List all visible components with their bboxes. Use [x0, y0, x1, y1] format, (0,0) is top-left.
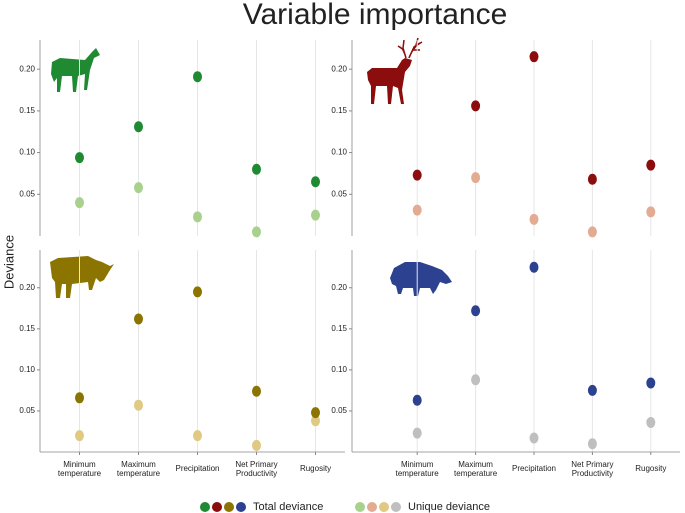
- y-tick-label: 0.05: [19, 189, 35, 198]
- x-tick-label: Rugosity: [635, 464, 666, 473]
- dot: [134, 313, 143, 325]
- dot: [471, 305, 481, 317]
- dot: [412, 169, 422, 181]
- dot: [252, 226, 261, 238]
- bull-icon: [50, 256, 114, 298]
- x-tick-label: Precipitation: [175, 464, 219, 473]
- y-axis-label: Deviance: [1, 235, 16, 289]
- y-tick-label: 0.05: [19, 406, 35, 415]
- chart-title: Variable importance: [243, 0, 508, 31]
- horse-icon: [51, 48, 100, 92]
- dot: [134, 182, 143, 194]
- x-tick-label: Rugosity: [300, 464, 331, 473]
- y-tick-label: 0.10: [331, 148, 347, 157]
- dot: [529, 51, 539, 63]
- dot: [471, 374, 481, 386]
- deer-antlers: [397, 37, 423, 59]
- dot: [75, 152, 84, 164]
- dot: [412, 204, 422, 216]
- dot: [75, 197, 84, 209]
- legend-swatch: [200, 502, 210, 512]
- x-tick-label: Maximum temperature: [454, 460, 498, 478]
- dot: [252, 439, 261, 451]
- legend-swatch: [212, 502, 222, 512]
- dot: [471, 172, 481, 184]
- dot: [646, 377, 656, 389]
- legend-swatch: [355, 502, 365, 512]
- dot: [412, 394, 422, 406]
- dot: [252, 163, 261, 175]
- dot: [193, 286, 202, 298]
- y-tick-label: 0.15: [19, 324, 35, 333]
- legend-swatch: [367, 502, 377, 512]
- dot: [587, 438, 597, 450]
- x-tick-label: Minimum temperature: [396, 460, 440, 478]
- x-tick-label: Net Primary Productivity: [235, 460, 277, 478]
- deer-icon: [367, 42, 420, 104]
- dot: [193, 71, 202, 83]
- dot: [412, 427, 422, 439]
- legend-label: Total deviance: [253, 501, 323, 513]
- dot: [311, 407, 320, 419]
- x-tick-label: Minimum temperature: [58, 460, 102, 478]
- dot: [587, 384, 597, 396]
- y-tick-label: 0.10: [19, 365, 35, 374]
- dot: [587, 173, 597, 185]
- y-tick-label: 0.05: [331, 406, 347, 415]
- legend-swatch: [391, 502, 401, 512]
- dot: [646, 206, 656, 218]
- y-tick-label: 0.20: [19, 64, 35, 73]
- dot: [193, 430, 202, 442]
- dot: [193, 211, 202, 223]
- dot: [311, 176, 320, 188]
- x-tick-label: Precipitation: [512, 464, 556, 473]
- legend-swatch: [224, 502, 234, 512]
- legend-swatch: [236, 502, 246, 512]
- legend-label: Unique deviance: [408, 501, 490, 513]
- boar-icon: [390, 262, 452, 296]
- dot: [529, 261, 539, 273]
- dot: [587, 226, 597, 238]
- dot: [311, 209, 320, 221]
- y-tick-label: 0.20: [19, 283, 35, 292]
- y-tick-label: 0.15: [331, 106, 347, 115]
- y-tick-label: 0.15: [331, 324, 347, 333]
- y-tick-label: 0.20: [331, 283, 347, 292]
- dot: [529, 432, 539, 444]
- x-tick-label: Net Primary Productivity: [571, 460, 613, 478]
- dot: [529, 213, 539, 225]
- dot: [646, 416, 656, 428]
- y-tick-label: 0.10: [331, 365, 347, 374]
- dot: [252, 385, 261, 397]
- y-tick-label: 0.10: [19, 148, 35, 157]
- legend: Total deviance Unique deviance: [200, 501, 490, 513]
- y-tick-label: 0.15: [19, 106, 35, 115]
- dot: [75, 430, 84, 442]
- x-tick-label: Maximum temperature: [117, 460, 161, 478]
- dot: [311, 415, 320, 427]
- dot: [134, 399, 143, 411]
- y-tick-label: 0.05: [331, 189, 347, 198]
- dot: [471, 100, 481, 112]
- legend-swatch: [379, 502, 389, 512]
- dot: [646, 159, 656, 171]
- dot: [75, 392, 84, 404]
- y-tick-label: 0.20: [331, 64, 347, 73]
- dot: [134, 121, 143, 133]
